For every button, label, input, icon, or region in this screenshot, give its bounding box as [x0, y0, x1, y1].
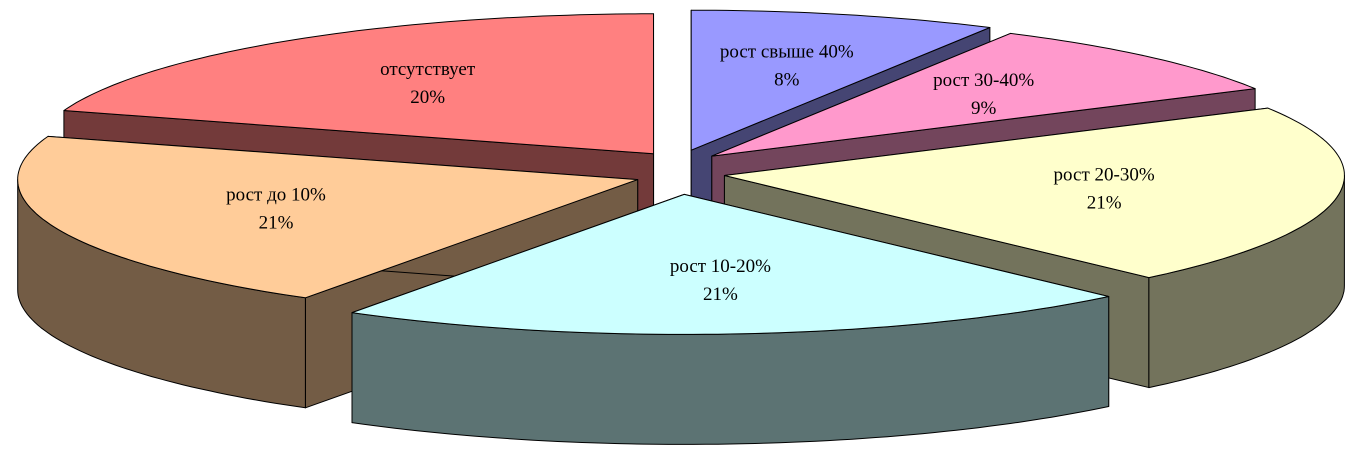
slice-top	[711, 32, 1256, 157]
slice-top	[690, 9, 991, 151]
slice-value-label: 21%	[1087, 192, 1122, 213]
slice-label: рост 10-20%	[670, 256, 771, 277]
slice-value-label: 9%	[971, 98, 997, 119]
slice-label: рост до 10%	[226, 184, 326, 205]
slice-top	[63, 13, 655, 155]
slice-value-label: 20%	[410, 87, 445, 108]
slice-value-label: 8%	[774, 69, 800, 90]
slice-top	[351, 193, 1110, 335]
slice-value-label: 21%	[259, 212, 294, 233]
slice	[351, 193, 1110, 445]
slice-label: рост 20-30%	[1054, 164, 1155, 185]
slice-label: отсутствует	[380, 59, 476, 80]
slice-value-label: 21%	[703, 284, 738, 305]
slice-top	[17, 135, 639, 299]
slice-top	[723, 107, 1345, 279]
slice-label: рост 30-40%	[933, 70, 1034, 91]
slice-label: рост свыше 40%	[720, 41, 854, 62]
